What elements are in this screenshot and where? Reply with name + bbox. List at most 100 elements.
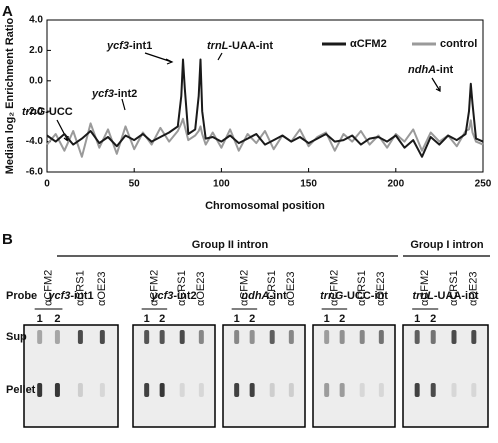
probe-name: ycf3-int1 [47, 290, 93, 302]
antibody-label: αCFM2 [419, 270, 431, 306]
antibody-label: αCRS1 [176, 270, 188, 306]
band [378, 383, 384, 397]
band [159, 330, 165, 344]
band [359, 383, 365, 397]
band [54, 383, 60, 397]
probe-name: ndhA-int [241, 290, 287, 302]
band [339, 330, 345, 344]
y-tick-label: 0.0 [29, 75, 43, 86]
band [471, 383, 477, 397]
band [324, 330, 330, 344]
probe-name-suffix: -UAA-int [434, 290, 479, 302]
lane-number: 2 [159, 313, 165, 325]
band [471, 330, 477, 344]
lane-number: 2 [339, 313, 345, 325]
band [249, 383, 255, 397]
plot-frame [46, 19, 484, 173]
antibody-label: αCRS1 [74, 270, 86, 306]
y-tick-label: -4.0 [26, 136, 44, 147]
antibody-label: αOE23 [195, 272, 207, 307]
lane-number: 1 [324, 313, 330, 325]
probe-name-gene: ycf3 [150, 290, 173, 302]
probe-name-gene: trnL [413, 290, 435, 302]
band [288, 383, 294, 397]
band [234, 383, 240, 397]
legend-label: αCFM2 [350, 38, 387, 50]
probe-name-suffix: -int1 [70, 290, 93, 302]
probe-name-suffix: -int [270, 290, 287, 302]
band [54, 330, 60, 344]
y-axis-label: Median log₂ Enrichment Ratio [4, 17, 16, 174]
annotation-suffix: -int1 [129, 40, 152, 52]
series-line [46, 58, 484, 158]
y-tick-label: -2.0 [26, 106, 44, 117]
annotation: ycf3-int1 [106, 40, 152, 52]
annotation-suffix: -UCC [45, 106, 73, 118]
antibody-label: αOE23 [285, 272, 297, 307]
probe-name-gene: ndhA [241, 290, 269, 302]
probe-name-suffix: -int2 [173, 290, 196, 302]
row-label: Pellet [6, 384, 36, 396]
band [269, 330, 275, 344]
band [159, 383, 165, 397]
probe-name-gene: ycf3 [47, 290, 70, 302]
annotation-gene: trnG [22, 106, 46, 118]
y-tick-label: 2.0 [29, 45, 43, 56]
antibody-label: αCRS1 [356, 270, 368, 306]
y-tick-label: -6.0 [26, 167, 44, 178]
antibody-label: αOE23 [375, 272, 387, 307]
lane-number: 2 [249, 313, 255, 325]
annotation-suffix: -int2 [114, 88, 137, 100]
band [179, 383, 185, 397]
band [414, 330, 420, 344]
band [99, 383, 105, 397]
band [451, 330, 457, 344]
band [359, 330, 365, 344]
band [37, 330, 43, 344]
antibody-label: αCRS1 [448, 270, 460, 306]
annotation: trnL-UAA-int [207, 40, 273, 52]
y-tick-label: 4.0 [29, 15, 43, 26]
probe-name: trnG-UCC-int [320, 290, 388, 302]
probe-label: Probe [6, 290, 37, 302]
band [430, 383, 436, 397]
band [198, 383, 204, 397]
probe-name-gene: trnG [320, 290, 344, 302]
band [77, 383, 83, 397]
antibody-label: αOE23 [468, 272, 480, 307]
lane-number: 1 [234, 313, 240, 325]
row-label: Sup [6, 331, 27, 343]
antibody-label: αCFM2 [328, 270, 340, 306]
band [234, 330, 240, 344]
band [144, 383, 150, 397]
band [99, 330, 105, 344]
band [339, 383, 345, 397]
band [288, 330, 294, 344]
lane-number: 2 [430, 313, 436, 325]
annotation-suffix: -int [436, 64, 453, 76]
antibody-label: αCFM2 [42, 270, 54, 306]
band [179, 330, 185, 344]
antibody-label: αCRS1 [266, 270, 278, 306]
group-label: Group II intron [192, 239, 269, 251]
antibody-label: αCFM2 [238, 270, 250, 306]
band [77, 330, 83, 344]
band [324, 383, 330, 397]
series-line [46, 117, 484, 158]
panel-label: A [2, 3, 13, 20]
x-tick-label: 200 [387, 179, 404, 190]
x-tick-label: 150 [300, 179, 317, 190]
lane-number: 1 [414, 313, 420, 325]
annotation-gene: ycf3 [91, 88, 114, 100]
x-tick-label: 250 [475, 179, 492, 190]
lane-number: 1 [144, 313, 150, 325]
annotation: trnG-UCC [22, 106, 73, 118]
x-axis-label: Chromosomal position [205, 200, 325, 212]
annotation-suffix: -UAA-int [228, 40, 273, 52]
lane-number: 1 [37, 313, 43, 325]
panel-label: B [2, 231, 13, 248]
x-tick-label: 100 [213, 179, 230, 190]
annotation-gene: ndhA [408, 64, 436, 76]
band [198, 330, 204, 344]
